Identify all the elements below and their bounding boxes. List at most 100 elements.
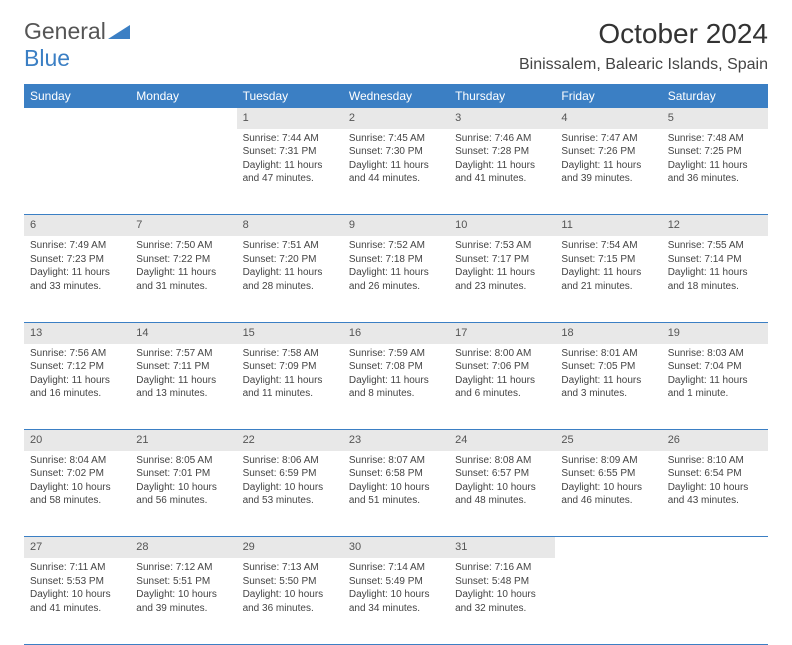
day-info-line: Sunrise: 8:04 AM — [30, 454, 124, 468]
day-content-cell: Sunrise: 7:44 AMSunset: 7:31 PMDaylight:… — [237, 129, 343, 215]
day-info-line: Daylight: 11 hours — [455, 374, 549, 388]
day-info-line: Daylight: 10 hours — [561, 481, 655, 495]
day-info-line: and 18 minutes. — [668, 280, 762, 294]
day-info-line: Sunset: 7:18 PM — [349, 253, 443, 267]
day-number-cell: 27 — [24, 537, 130, 558]
day-content-cell: Sunrise: 7:11 AMSunset: 5:53 PMDaylight:… — [24, 558, 130, 644]
day-number-cell: 23 — [343, 430, 449, 451]
day-info-line: Sunrise: 7:13 AM — [243, 561, 337, 575]
day-number-cell: 8 — [237, 215, 343, 236]
day-content-cell: Sunrise: 8:00 AMSunset: 7:06 PMDaylight:… — [449, 344, 555, 430]
day-number-cell: 5 — [662, 108, 768, 129]
day-info-line: Sunset: 7:31 PM — [243, 145, 337, 159]
day-info-line: Sunset: 7:01 PM — [136, 467, 230, 481]
day-info-line: Sunrise: 8:00 AM — [455, 347, 549, 361]
day-content-cell: Sunrise: 7:54 AMSunset: 7:15 PMDaylight:… — [555, 236, 661, 322]
day-info-line: Sunset: 6:55 PM — [561, 467, 655, 481]
day-content-cell: Sunrise: 7:51 AMSunset: 7:20 PMDaylight:… — [237, 236, 343, 322]
day-info-line: Sunset: 7:04 PM — [668, 360, 762, 374]
day-info-line: and 43 minutes. — [668, 494, 762, 508]
day-info-line: and 39 minutes. — [561, 172, 655, 186]
day-number-cell: 15 — [237, 322, 343, 343]
day-info-line: Sunset: 5:49 PM — [349, 575, 443, 589]
day-content-cell: Sunrise: 7:56 AMSunset: 7:12 PMDaylight:… — [24, 344, 130, 430]
day-info-line: Daylight: 11 hours — [349, 374, 443, 388]
day-info-line: Sunrise: 7:44 AM — [243, 132, 337, 146]
day-info-line: Sunrise: 7:59 AM — [349, 347, 443, 361]
day-content-cell: Sunrise: 8:04 AMSunset: 7:02 PMDaylight:… — [24, 451, 130, 537]
day-number-cell: 9 — [343, 215, 449, 236]
day-content-row: Sunrise: 7:11 AMSunset: 5:53 PMDaylight:… — [24, 558, 768, 644]
day-info-line: Sunset: 7:23 PM — [30, 253, 124, 267]
day-info-line: Sunrise: 8:08 AM — [455, 454, 549, 468]
day-info-line: Daylight: 10 hours — [243, 481, 337, 495]
brand-name-part2: Blue — [24, 45, 70, 71]
day-header: Thursday — [449, 84, 555, 108]
day-info-line: and 44 minutes. — [349, 172, 443, 186]
day-info-line: Sunrise: 7:51 AM — [243, 239, 337, 253]
day-number-cell: 17 — [449, 322, 555, 343]
day-content-row: Sunrise: 7:56 AMSunset: 7:12 PMDaylight:… — [24, 344, 768, 430]
day-info-line: and 8 minutes. — [349, 387, 443, 401]
day-header: Friday — [555, 84, 661, 108]
day-number-cell: 1 — [237, 108, 343, 129]
day-number-cell: 20 — [24, 430, 130, 451]
day-info-line: Daylight: 10 hours — [668, 481, 762, 495]
day-info-line: Daylight: 11 hours — [561, 266, 655, 280]
day-number-cell: 19 — [662, 322, 768, 343]
day-info-line: Sunrise: 7:11 AM — [30, 561, 124, 575]
day-content-cell: Sunrise: 8:09 AMSunset: 6:55 PMDaylight:… — [555, 451, 661, 537]
day-info-line: Sunrise: 8:10 AM — [668, 454, 762, 468]
day-content-cell: Sunrise: 7:12 AMSunset: 5:51 PMDaylight:… — [130, 558, 236, 644]
day-info-line: Sunrise: 7:56 AM — [30, 347, 124, 361]
day-info-line: and 34 minutes. — [349, 602, 443, 616]
brand-name: General Blue — [24, 18, 130, 72]
day-number-cell: 30 — [343, 537, 449, 558]
day-number-row: 20212223242526 — [24, 430, 768, 451]
day-info-line: and 32 minutes. — [455, 602, 549, 616]
day-info-line: Daylight: 11 hours — [243, 374, 337, 388]
day-info-line: Sunrise: 7:47 AM — [561, 132, 655, 146]
day-header: Tuesday — [237, 84, 343, 108]
day-info-line: Daylight: 11 hours — [243, 159, 337, 173]
day-info-line: Daylight: 11 hours — [668, 374, 762, 388]
day-content-row: Sunrise: 8:04 AMSunset: 7:02 PMDaylight:… — [24, 451, 768, 537]
day-info-line: Daylight: 10 hours — [136, 588, 230, 602]
day-content-cell: Sunrise: 8:08 AMSunset: 6:57 PMDaylight:… — [449, 451, 555, 537]
location-text: Binissalem, Balearic Islands, Spain — [519, 56, 768, 74]
day-number-cell: 12 — [662, 215, 768, 236]
day-header: Sunday — [24, 84, 130, 108]
day-info-line: Sunset: 7:08 PM — [349, 360, 443, 374]
day-info-line: Sunset: 7:14 PM — [668, 253, 762, 267]
day-info-line: Sunrise: 7:58 AM — [243, 347, 337, 361]
day-content-cell: Sunrise: 8:01 AMSunset: 7:05 PMDaylight:… — [555, 344, 661, 430]
day-info-line: Sunset: 7:11 PM — [136, 360, 230, 374]
day-info-line: Sunrise: 8:03 AM — [668, 347, 762, 361]
day-info-line: Sunrise: 8:07 AM — [349, 454, 443, 468]
day-info-line: Daylight: 11 hours — [136, 266, 230, 280]
day-info-line: Daylight: 10 hours — [136, 481, 230, 495]
day-content-cell: Sunrise: 7:48 AMSunset: 7:25 PMDaylight:… — [662, 129, 768, 215]
day-content-cell — [555, 558, 661, 644]
day-info-line: Daylight: 11 hours — [455, 266, 549, 280]
day-info-line: and 39 minutes. — [136, 602, 230, 616]
day-number-cell — [130, 108, 236, 129]
day-info-line: Sunset: 6:54 PM — [668, 467, 762, 481]
day-content-row: Sunrise: 7:44 AMSunset: 7:31 PMDaylight:… — [24, 129, 768, 215]
day-info-line: Daylight: 11 hours — [30, 374, 124, 388]
day-info-line: and 1 minute. — [668, 387, 762, 401]
brand-logo: General Blue — [24, 18, 130, 72]
day-info-line: Daylight: 10 hours — [30, 588, 124, 602]
day-info-line: Daylight: 10 hours — [455, 588, 549, 602]
day-number-cell: 14 — [130, 322, 236, 343]
day-info-line: Sunset: 7:20 PM — [243, 253, 337, 267]
day-info-line: Sunset: 7:12 PM — [30, 360, 124, 374]
day-number-cell: 28 — [130, 537, 236, 558]
day-info-line: and 41 minutes. — [455, 172, 549, 186]
brand-name-part1: General — [24, 18, 106, 44]
day-info-line: Sunset: 7:09 PM — [243, 360, 337, 374]
day-info-line: Sunrise: 7:12 AM — [136, 561, 230, 575]
day-number-cell: 24 — [449, 430, 555, 451]
day-header: Monday — [130, 84, 236, 108]
day-info-line: Sunset: 6:59 PM — [243, 467, 337, 481]
